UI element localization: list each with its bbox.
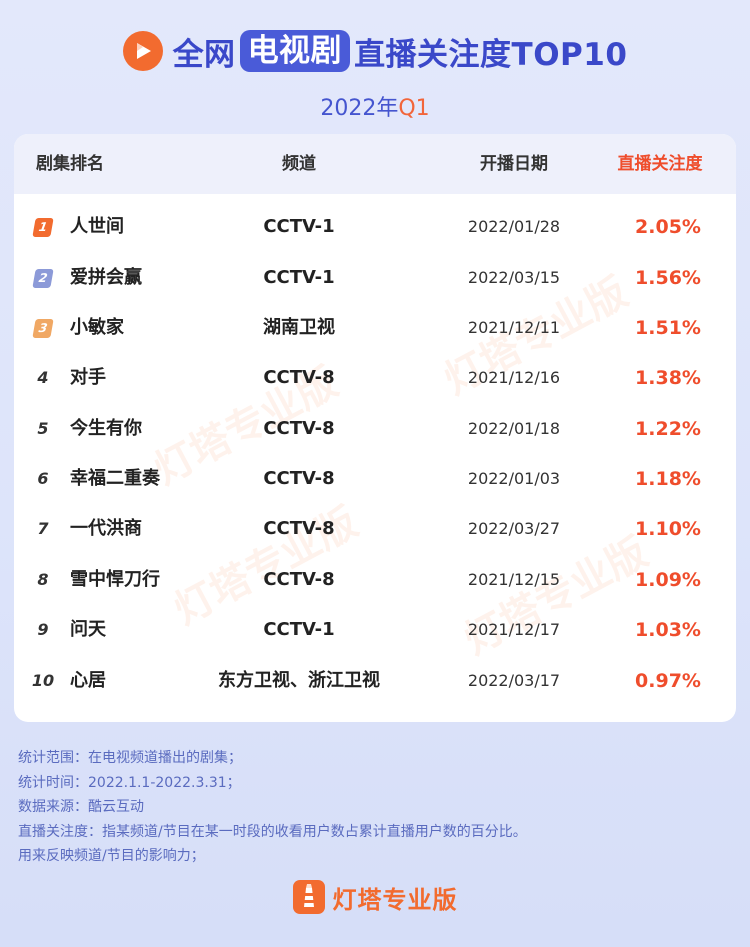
column-header-channel: 频道 bbox=[282, 154, 316, 174]
rank-badge: 3 bbox=[32, 319, 54, 338]
column-header-heat: 直播关注度 bbox=[617, 154, 703, 174]
live-attention: 1.22% bbox=[635, 418, 701, 440]
drama-name: 一代洪商 bbox=[70, 518, 142, 539]
subtitle-year: 2022年 bbox=[320, 96, 399, 121]
rank-number: 10 bbox=[31, 671, 55, 690]
premiere-date: 2021/12/17 bbox=[467, 620, 561, 639]
note-scope: 统计范围：在电视频道播出的剧集； bbox=[18, 750, 242, 766]
channel: CCTV-8 bbox=[263, 468, 335, 489]
table-row: 7 一代洪商 CCTV-8 2022/03/27 1.10% bbox=[14, 504, 736, 554]
title-prefix: 全网 bbox=[172, 36, 236, 73]
table-row: 6 幸福二重奏 CCTV-8 2022/01/03 1.18% bbox=[14, 454, 736, 504]
title-suffix: 直播关注度TOP10 bbox=[354, 36, 628, 73]
note-definition: 直播关注度：指某频道/节目在某一时段的收看用户数占累计直播用户数的百分比。 bbox=[18, 823, 527, 840]
channel: CCTV-1 bbox=[263, 216, 335, 237]
premiere-date: 2022/03/17 bbox=[467, 671, 561, 690]
rank-badge: 1 bbox=[32, 218, 54, 237]
channel: CCTV-1 bbox=[263, 267, 335, 288]
rank-number: 6 bbox=[37, 469, 49, 488]
premiere-date: 2021/12/11 bbox=[467, 318, 561, 337]
page-title: 全网 电视剧 直播关注度TOP10 bbox=[0, 26, 750, 76]
footer-brand-name: 灯塔专业版 bbox=[332, 885, 458, 914]
footer-brand: 灯塔专业版 bbox=[0, 877, 750, 917]
drama-name: 爱拼会赢 bbox=[70, 267, 142, 288]
play-triangle-icon bbox=[122, 31, 163, 71]
drama-name: 问天 bbox=[70, 619, 106, 640]
drama-name: 小敏家 bbox=[70, 317, 124, 338]
rank-number: 4 bbox=[37, 368, 49, 387]
rank-number: 9 bbox=[37, 620, 49, 639]
premiere-date: 2022/01/03 bbox=[467, 469, 561, 488]
note-purpose: 用来反映频道/节目的影响力； bbox=[18, 848, 205, 864]
premiere-date: 2022/01/18 bbox=[467, 419, 561, 438]
footnotes: 统计范围：在电视频道播出的剧集； 统计时间：2022.1.1-2022.3.31… bbox=[18, 746, 738, 869]
live-attention: 2.05% bbox=[635, 216, 701, 238]
channel: CCTV-8 bbox=[263, 367, 335, 388]
channel: 湖南卫视 bbox=[263, 317, 335, 338]
table-header: 剧集排名 频道 开播日期 直播关注度 bbox=[14, 134, 736, 194]
channel: 东方卫视、浙江卫视 bbox=[218, 670, 380, 691]
column-header-rank: 剧集排名 bbox=[36, 154, 104, 174]
note-source: 数据来源：酷云互动 bbox=[18, 799, 144, 815]
drama-name: 对手 bbox=[70, 367, 106, 388]
premiere-date: 2021/12/15 bbox=[467, 570, 561, 589]
live-attention: 1.10% bbox=[635, 518, 701, 540]
table-row: 9 问天 CCTV-1 2021/12/17 1.03% bbox=[14, 605, 736, 655]
live-attention: 1.51% bbox=[635, 317, 701, 339]
table-row: 1 人世间 CCTV-1 2022/01/28 2.05% bbox=[14, 202, 736, 252]
drama-name: 今生有你 bbox=[70, 418, 142, 439]
rank-number: 7 bbox=[37, 519, 49, 538]
lighthouse-icon bbox=[292, 880, 325, 914]
table-row: 8 雪中悍刀行 CCTV-8 2021/12/15 1.09% bbox=[14, 555, 736, 605]
rank-badge: 2 bbox=[32, 269, 54, 288]
premiere-date: 2022/01/28 bbox=[467, 217, 561, 236]
rank-number: 5 bbox=[37, 419, 49, 438]
table-row: 4 对手 CCTV-8 2021/12/16 1.38% bbox=[14, 353, 736, 403]
table-row: 2 爱拼会赢 CCTV-1 2022/03/15 1.56% bbox=[14, 253, 736, 303]
premiere-date: 2021/12/16 bbox=[467, 368, 561, 387]
note-period: 统计时间：2022.1.1-2022.3.31； bbox=[18, 774, 241, 791]
drama-name: 幸福二重奏 bbox=[70, 468, 160, 489]
table-row: 5 今生有你 CCTV-8 2022/01/18 1.22% bbox=[14, 404, 736, 454]
title-highlight: 电视剧 bbox=[239, 30, 351, 72]
channel: CCTV-8 bbox=[263, 518, 335, 539]
premiere-date: 2022/03/27 bbox=[467, 519, 561, 538]
rank-number: 8 bbox=[37, 570, 49, 589]
drama-name: 心居 bbox=[70, 670, 106, 691]
drama-name: 人世间 bbox=[70, 216, 124, 237]
table-row: 10 心居 东方卫视、浙江卫视 2022/03/17 0.97% bbox=[14, 656, 736, 706]
subtitle-quarter: Q1 bbox=[398, 96, 430, 121]
live-attention: 1.09% bbox=[635, 569, 701, 591]
table-row: 3 小敏家 湖南卫视 2021/12/11 1.51% bbox=[14, 303, 736, 353]
channel: CCTV-1 bbox=[263, 619, 335, 640]
live-attention: 1.38% bbox=[635, 367, 701, 389]
channel: CCTV-8 bbox=[263, 418, 335, 439]
live-attention: 1.56% bbox=[635, 267, 701, 289]
live-attention: 1.18% bbox=[635, 468, 701, 490]
live-attention: 1.03% bbox=[635, 619, 701, 641]
channel: CCTV-8 bbox=[263, 569, 335, 590]
premiere-date: 2022/03/15 bbox=[467, 268, 561, 287]
subtitle-period: 2022年Q1 bbox=[0, 90, 750, 122]
ranking-table: 灯塔专业版 灯塔专业版 灯塔专业版 灯塔专业版 剧集排名 频道 开播日期 直播关… bbox=[14, 134, 736, 722]
column-header-date: 开播日期 bbox=[480, 154, 548, 174]
live-attention: 0.97% bbox=[635, 670, 701, 692]
drama-name: 雪中悍刀行 bbox=[70, 569, 160, 590]
